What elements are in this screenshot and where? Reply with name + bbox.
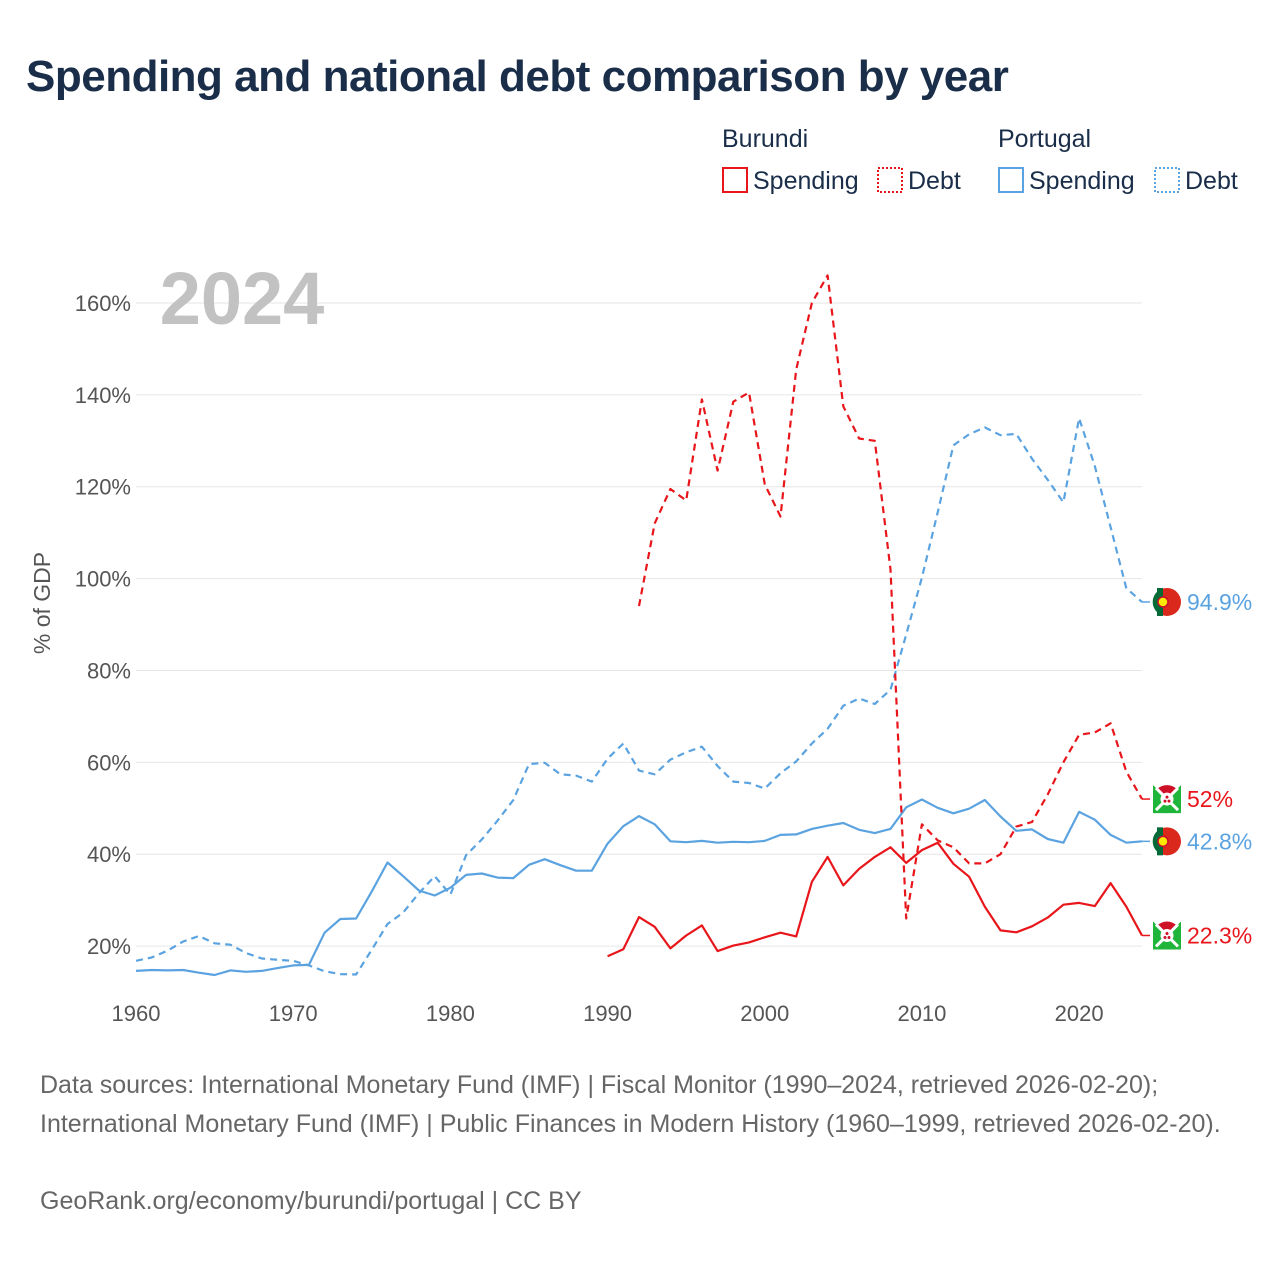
line-portugal-debt (135, 417, 1143, 976)
end-markers: 42.8% 94.9% 22.3% 52% (1142, 587, 1252, 950)
burundi-flag-icon (1153, 785, 1181, 814)
y-tick-label: 40% (87, 842, 131, 867)
end-label-portugal-debt: 94.9% (1187, 589, 1252, 615)
y-tick-label: 20% (87, 934, 131, 959)
line-burundi-spending (607, 841, 1143, 958)
x-tick-label: 2010 (897, 1001, 946, 1026)
end-label-burundi-debt: 52% (1187, 786, 1233, 812)
x-tick-label: 1980 (426, 1001, 475, 1026)
chart-title: Spending and national debt comparison by… (26, 52, 1009, 101)
legend-group-portugal: Portugal (998, 125, 1091, 153)
y-tick-label: 60% (87, 750, 131, 775)
legend-swatch-portugal-debt (1154, 167, 1180, 193)
x-tick-label: 1970 (269, 1001, 318, 1026)
y-tick-label: 160% (75, 291, 131, 316)
legend-label-burundi-spending: Spending (753, 167, 859, 195)
end-label-burundi-spending: 22.3% (1187, 922, 1252, 948)
line-burundi-debt (637, 274, 1143, 920)
line-portugal-spending (135, 798, 1143, 977)
portugal-flag-icon (1152, 827, 1181, 856)
y-tick-label: 100% (75, 567, 131, 592)
legend-label-portugal-debt: Debt (1185, 167, 1238, 195)
legend-swatch-burundi-debt (877, 167, 903, 193)
legend-swatch-portugal-spending (998, 167, 1024, 193)
data-sources: Data sources: International Monetary Fun… (40, 1071, 1221, 1138)
y-tick-label: 80% (87, 658, 131, 683)
end-label-portugal-spending: 42.8% (1187, 828, 1252, 854)
chart: 20% 40% 60% 80% 100% 120% 140% 160% 1960 1970 198… (29, 125, 1252, 1026)
series-lines (135, 274, 1143, 977)
x-tick-label: 2000 (740, 1001, 789, 1026)
y-tick-label: 140% (75, 383, 131, 408)
credit-link[interactable]: GeoRank.org/economy/burundi/portugal | C… (40, 1187, 582, 1215)
legend-label-portugal-spending: Spending (1029, 167, 1135, 195)
legend-swatch-burundi-spending (722, 167, 748, 193)
x-axis-tick-labels: 1960 1970 1980 1990 2000 2010 2020 (112, 1001, 1104, 1026)
legend: Burundi Spending Debt Portugal Spending … (722, 125, 1238, 195)
y-axis-tick-labels: 20% 40% 60% 80% 100% 120% 140% 160% (75, 291, 131, 959)
gridlines (136, 302, 1142, 947)
year-label: 2024 (160, 257, 325, 340)
x-tick-label: 1990 (583, 1001, 632, 1026)
legend-group-burundi: Burundi (722, 125, 808, 153)
x-tick-label: 2020 (1055, 1001, 1104, 1026)
legend-label-burundi-debt: Debt (908, 167, 961, 195)
portugal-flag-icon (1152, 587, 1181, 616)
x-tick-label: 1960 (112, 1001, 161, 1026)
y-tick-label: 120% (75, 475, 131, 500)
burundi-flag-icon (1153, 921, 1181, 950)
y-axis-title: % of GDP (29, 552, 55, 654)
